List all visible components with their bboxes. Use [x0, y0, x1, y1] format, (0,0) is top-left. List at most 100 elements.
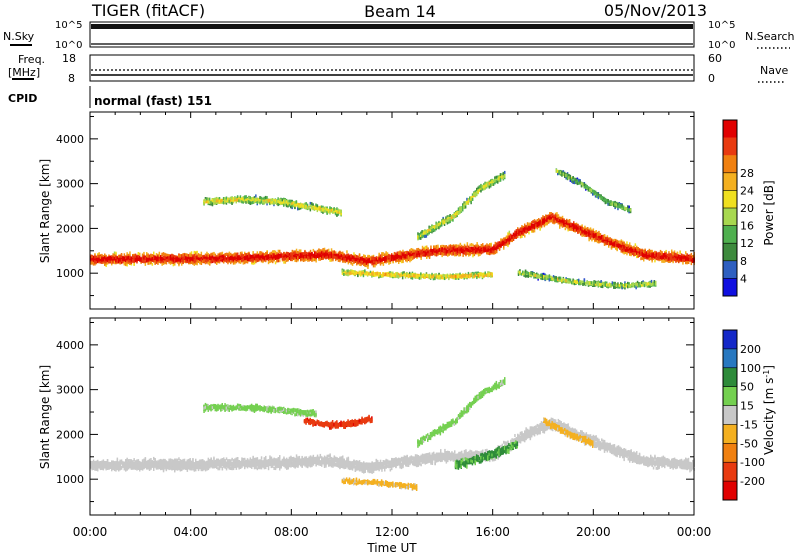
range-gate-cell — [407, 252, 410, 256]
range-gate-cell — [340, 257, 343, 261]
range-gate-cell — [94, 255, 96, 259]
range-gate-cell — [302, 259, 305, 262]
range-gate-cell — [329, 253, 331, 257]
range-gate-cell — [309, 252, 312, 256]
range-gate-cell — [262, 256, 264, 260]
range-gate-cell — [426, 256, 428, 259]
range-gate-cell — [356, 262, 358, 266]
nsearch-tick-bottom: 10^0 — [708, 40, 735, 51]
range-gate-cell — [619, 244, 621, 248]
range-gate-cell — [648, 248, 651, 252]
range-gate-cell — [384, 253, 386, 257]
range-gate-cell — [421, 245, 424, 249]
range-gate-cell — [109, 255, 112, 259]
range-gate-cell — [483, 249, 485, 253]
range-gate-cell — [174, 260, 176, 264]
range-gate-cell — [158, 258, 161, 262]
range-gate-cell — [232, 253, 235, 257]
range-gate-cell — [508, 236, 511, 240]
range-gate-cell — [183, 253, 186, 257]
range-gate-cell — [615, 241, 617, 245]
range-gate-cell — [283, 260, 285, 264]
range-gate-cell — [379, 262, 382, 266]
range-gate-cell — [136, 258, 138, 262]
range-gate-cell — [151, 257, 154, 261]
range-gate-cell — [399, 252, 401, 256]
range-gate-cell — [234, 252, 236, 256]
range-gate-cell — [580, 227, 582, 231]
range-gate-cell — [486, 246, 488, 250]
range-gate-cell — [493, 245, 495, 249]
range-gate-cell — [648, 251, 651, 255]
range-gate-cell — [581, 229, 583, 233]
range-gate-cell — [206, 259, 208, 263]
range-gate-cell — [206, 256, 208, 260]
range-gate-cell — [311, 252, 313, 255]
range-gate-cell — [241, 257, 243, 261]
range-gate-cell — [336, 256, 338, 260]
range-gate-cell — [231, 257, 233, 260]
range-gate-cell — [410, 258, 413, 262]
range-gate-cell — [461, 249, 463, 253]
range-gate-cell — [461, 244, 463, 248]
range-gate-cell — [326, 255, 329, 259]
range-gate-cell — [372, 254, 375, 258]
range-gate-cell — [566, 221, 568, 225]
range-gate-cell — [479, 249, 481, 253]
range-gate-cell — [672, 257, 674, 261]
range-gate-cell — [455, 253, 457, 256]
range-gate-cell — [118, 258, 120, 262]
range-gate-cell — [392, 256, 394, 259]
range-gate-cell — [568, 224, 571, 228]
range-gate-cell — [633, 245, 635, 249]
range-gate-cell — [136, 255, 138, 259]
range-gate-cell — [196, 256, 198, 260]
range-gate-cell — [388, 259, 390, 263]
range-gate-cell — [644, 254, 646, 257]
range-gate-cell — [498, 247, 501, 251]
range-gate-cell — [322, 248, 324, 251]
range-gate-cell — [279, 250, 281, 253]
range-gate-cell — [567, 219, 569, 223]
range-gate-cell — [475, 246, 477, 250]
range-gate-cell — [689, 255, 691, 259]
range-gate-cell — [340, 254, 343, 258]
range-gate-cell — [146, 254, 148, 258]
range-gate-cell — [417, 250, 420, 254]
range-gate-cell — [601, 239, 603, 243]
range-gate-cell — [682, 256, 684, 260]
range-gate-cell — [564, 227, 567, 231]
range-gate-cell — [304, 252, 306, 256]
range-gate-cell — [119, 254, 121, 258]
range-gate-cell — [207, 261, 210, 265]
range-gate-cell — [533, 223, 536, 227]
range-gate-cell — [248, 254, 250, 258]
range-gate-cell — [273, 258, 275, 262]
range-gate-cell — [102, 258, 105, 262]
range-gate-cell — [685, 256, 687, 259]
range-gate-cell — [126, 256, 128, 260]
range-gate-cell — [587, 229, 589, 233]
range-gate-cell — [266, 257, 268, 261]
range-gate-cell — [153, 255, 155, 259]
range-gate-cell — [479, 246, 481, 249]
range-gate-cell — [364, 262, 366, 266]
range-gate-cell — [396, 259, 399, 262]
range-gate-cell — [487, 251, 490, 255]
freq-label-line1: Freq. — [18, 53, 45, 66]
range-gate-cell — [391, 254, 393, 258]
range-gate-cell — [427, 247, 429, 251]
range-gate-cell — [237, 252, 239, 256]
range-gate-cell — [195, 256, 197, 260]
range-gate-cell — [344, 257, 347, 261]
range-gate-cell — [287, 257, 289, 261]
range-gate-cell — [552, 220, 554, 224]
range-gate-cell — [427, 253, 429, 257]
range-gate-cell — [294, 257, 296, 261]
range-gate-cell — [172, 254, 175, 258]
range-gate-cell — [336, 253, 338, 257]
range-gate-cell — [468, 245, 470, 249]
range-gate-cell — [686, 260, 688, 264]
range-gate-cell — [322, 251, 324, 255]
range-gate-cell — [444, 247, 446, 251]
